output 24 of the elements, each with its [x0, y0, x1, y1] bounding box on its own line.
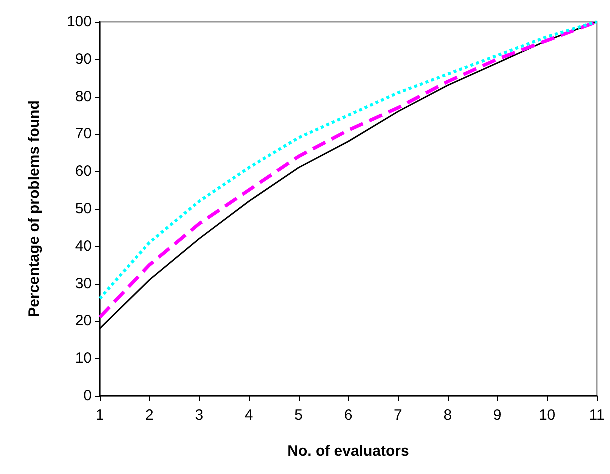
- y-tick-label: 0: [84, 388, 92, 404]
- x-tick-label: 9: [493, 407, 502, 424]
- y-tick-label: 100: [66, 14, 92, 30]
- x-tick-label: 4: [244, 407, 254, 424]
- x-tick-label: 3: [195, 407, 204, 424]
- x-tick-label: 2: [146, 407, 154, 424]
- y-tick-label: 50: [75, 200, 92, 218]
- y-tick-label: 60: [75, 163, 92, 180]
- x-axis-title: No. of evaluators: [288, 443, 410, 460]
- x-tick-label: 5: [294, 407, 303, 424]
- y-axis-title: Percentage of problems found: [26, 100, 43, 318]
- y-tick-label: 30: [75, 275, 92, 292]
- x-tick-label: 1: [96, 407, 104, 424]
- y-tick-label: 70: [75, 126, 92, 143]
- y-tick-label: 80: [75, 88, 92, 106]
- x-tick-label: 8: [444, 407, 452, 424]
- x-tick-label: 11: [589, 407, 605, 424]
- y-tick-label: 10: [75, 350, 92, 368]
- x-tick-label: 6: [344, 407, 353, 424]
- x-tick-label: 10: [538, 407, 556, 424]
- y-tick-label: 40: [75, 238, 92, 255]
- x-tick-label: 7: [394, 407, 402, 424]
- y-tick-label: 90: [75, 50, 92, 68]
- y-tick-label: 20: [75, 312, 92, 330]
